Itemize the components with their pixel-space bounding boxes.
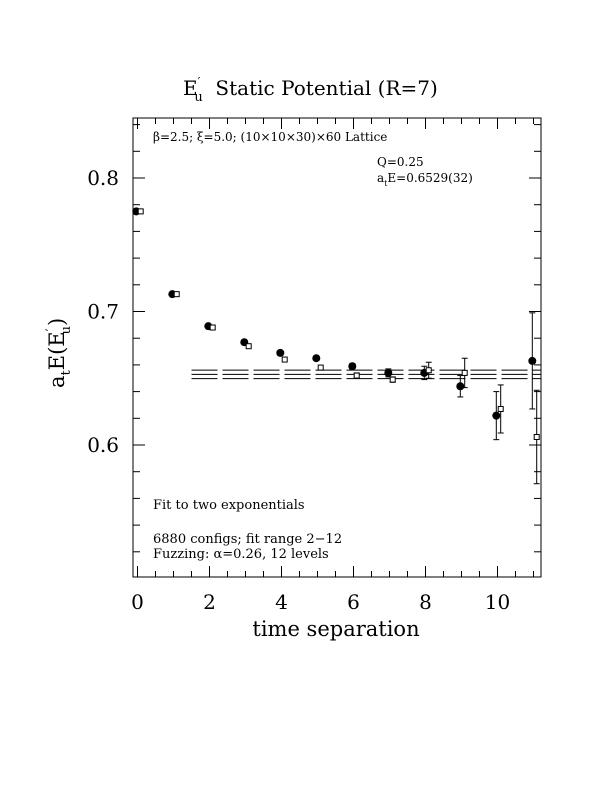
data-point-square: [533, 433, 540, 440]
y-tick-label: 0.6: [87, 433, 119, 457]
x-axis-label: time separation: [252, 617, 419, 641]
data-point-square: [353, 372, 360, 379]
data-point-circle: [456, 382, 465, 391]
data-point-square: [389, 376, 396, 383]
x-tick-label: 2: [203, 590, 216, 614]
data-point-square: [137, 208, 144, 215]
data-point-circle: [528, 356, 537, 365]
fuzzing-annotation: Fuzzing: α=0.26, 12 levels: [153, 547, 329, 562]
data-point-square: [497, 405, 504, 412]
data-point-square: [245, 343, 252, 350]
y-tick-label: 0.7: [87, 300, 119, 324]
data-point-square: [317, 364, 324, 371]
energy-sub: t: [384, 179, 388, 188]
fit-band: [191, 369, 541, 380]
data-point-square: [173, 291, 180, 298]
plot-area: [132, 117, 542, 578]
data-points: [132, 207, 540, 485]
ylabel-close: ): [45, 318, 69, 326]
data-point-circle: [384, 368, 393, 377]
data-point-square: [281, 356, 288, 363]
x-tick-label: 6: [347, 590, 360, 614]
energy-rest: E=0.6529(32): [387, 171, 472, 185]
configs-annotation: 6880 configs; fit range 2−12: [153, 532, 342, 547]
y-axis-label: atE(E′u): [44, 318, 74, 388]
ylabel-prime: ′: [44, 328, 59, 331]
chart-title: E′ u Static Potential (R=7): [183, 75, 438, 105]
energy-prefix: a: [377, 171, 384, 185]
data-point-circle: [312, 354, 321, 363]
x-tick-label: 8: [419, 590, 432, 614]
title-rest: Static Potential (R=7): [203, 76, 438, 100]
data-point-circle: [492, 411, 501, 420]
title-prime: ′: [198, 75, 201, 89]
ylabel-sub: u: [59, 326, 74, 334]
data-point-square: [425, 367, 432, 374]
tick-labels: 0 2 4 6 8 10 0.6 0.7 0.8: [87, 166, 510, 614]
fit-method-annotation: Fit to two exponentials: [153, 498, 305, 513]
y-tick-label: 0.8: [87, 166, 119, 190]
q-annotation: Q=0.25: [377, 155, 424, 169]
data-point-circle: [276, 348, 285, 357]
x-tick-label: 10: [485, 590, 510, 614]
title-sub: u: [194, 90, 202, 105]
lattice-annotation: β=2.5; ξ=5.0; (10×10×30)×60 Lattice: [153, 130, 387, 144]
ylabel-e: E(E: [45, 331, 69, 370]
energy-annotation: atE=0.6529(32): [377, 171, 473, 188]
data-point-square: [461, 369, 468, 376]
x-tick-label: 4: [275, 590, 288, 614]
title-main: E: [183, 76, 198, 100]
ylabel-a-sub: t: [59, 369, 74, 375]
plot-frame: [132, 117, 542, 578]
ylabel-a: a: [45, 375, 69, 388]
data-point-square: [209, 324, 216, 331]
data-point-circle: [348, 362, 357, 371]
x-tick-label: 0: [131, 590, 144, 614]
